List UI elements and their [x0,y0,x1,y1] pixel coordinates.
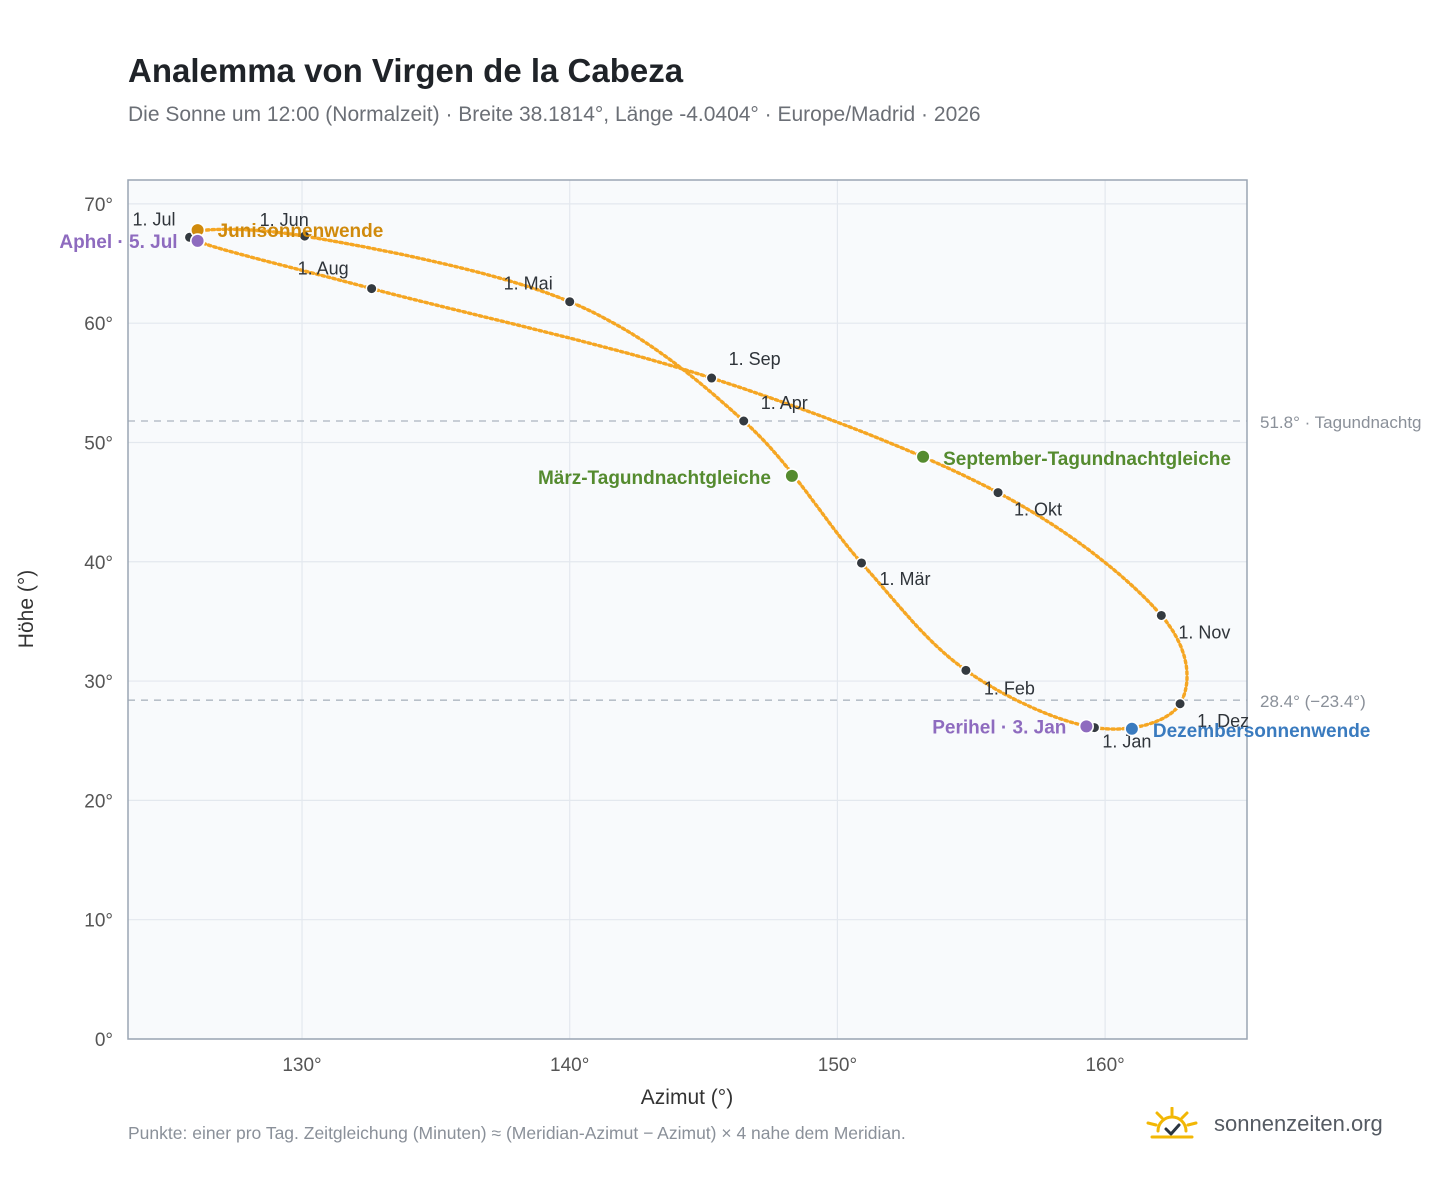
x-axis-label: Azimut (°) [641,1086,733,1109]
brand-name: sonnenzeiten.org [1214,1111,1383,1136]
month-marker [855,557,868,569]
y-tick-label: 0° [95,1030,113,1051]
reference-line-label: 28.4° (−23.4°) [1260,692,1366,711]
plot-background [128,180,1247,1039]
y-tick-label: 70° [84,195,113,216]
x-tick-label: 150° [818,1055,857,1076]
event-label: Junisonnenwende [218,221,384,242]
event-label: Aphel · 5. Jul [59,232,177,253]
event-marker [1124,721,1140,737]
month-marker [298,230,311,242]
chart-title: Analemma von Virgen de la Cabeza [128,52,684,89]
month-label: 1. Jun [260,210,309,230]
y-tick-label: 60° [84,314,113,335]
sun-logo-icon [1146,1107,1198,1139]
event-marker [1078,718,1094,735]
month-label: 1. Jan [1102,732,1151,752]
y-tick-label: 50° [84,433,113,454]
month-label: 1. Feb [984,678,1035,698]
y-tick-label: 10° [84,911,113,932]
event-marker [784,468,800,484]
axis-ticks: 130° 140° 150° 160° 0° 10° 20° 30° 40° 50° 60° 70° [84,195,1125,1076]
month-label: 1. Nov [1178,622,1230,642]
month-label: 1. Mär [880,569,931,589]
y-tick-label: 30° [84,672,113,693]
y-axis-label: Höhe (°) [15,570,38,648]
month-marker [1174,697,1186,710]
event-label: März-Tagundnachtgleiche [538,468,771,489]
event-label: September-Tagundnachtgleiche [943,449,1231,470]
reference-line-label: 51.8° · Tagundnachtg [1260,413,1422,432]
month-marker [1155,609,1168,622]
month-label: 1. Apr [761,393,808,413]
month-marker [705,372,718,384]
month-label: 1. Dez [1197,711,1249,731]
y-tick-label: 20° [84,791,113,812]
month-markers: 1. Jan 1. Feb 1. Mär 1. Apr 1. Mai 1. Jun 1. J… [133,209,1250,751]
x-tick-label: 130° [282,1055,321,1076]
month-label: 1. Sep [729,349,781,369]
month-label: 1. Mai [504,274,553,294]
month-marker [563,295,576,308]
x-tick-label: 160° [1085,1055,1124,1076]
chart-subtitle: Die Sonne um 12:00 (Normalzeit) · Breite… [128,103,981,126]
reference-lines: 51.8° · Tagundnachtg 28.4° (−23.4°) [128,413,1422,711]
month-label: 1. Okt [1014,500,1062,520]
month-label: 1. Aug [298,259,349,279]
event-marker [915,449,931,465]
y-tick-label: 40° [84,553,113,574]
month-marker [960,664,972,677]
month-marker [992,486,1004,499]
x-tick-label: 140° [550,1055,589,1076]
month-marker [365,282,378,295]
event-markers: Junisonnenwende März-Tagundnachtgleiche Se… [59,221,1370,742]
brand-logo: sonnenzeiten.org [1146,1104,1383,1144]
event-label: Perihel · 3. Jan [932,717,1066,738]
event-label: Dezembersonnenwende [1153,721,1371,742]
plot-frame [127,179,1248,1040]
month-label: 1. Jul [133,209,176,229]
grid [128,180,1247,1040]
footnote: Punkte: einer pro Tag. Zeitgleichung (Mi… [128,1123,906,1143]
month-marker [737,415,750,427]
event-marker [190,233,206,249]
